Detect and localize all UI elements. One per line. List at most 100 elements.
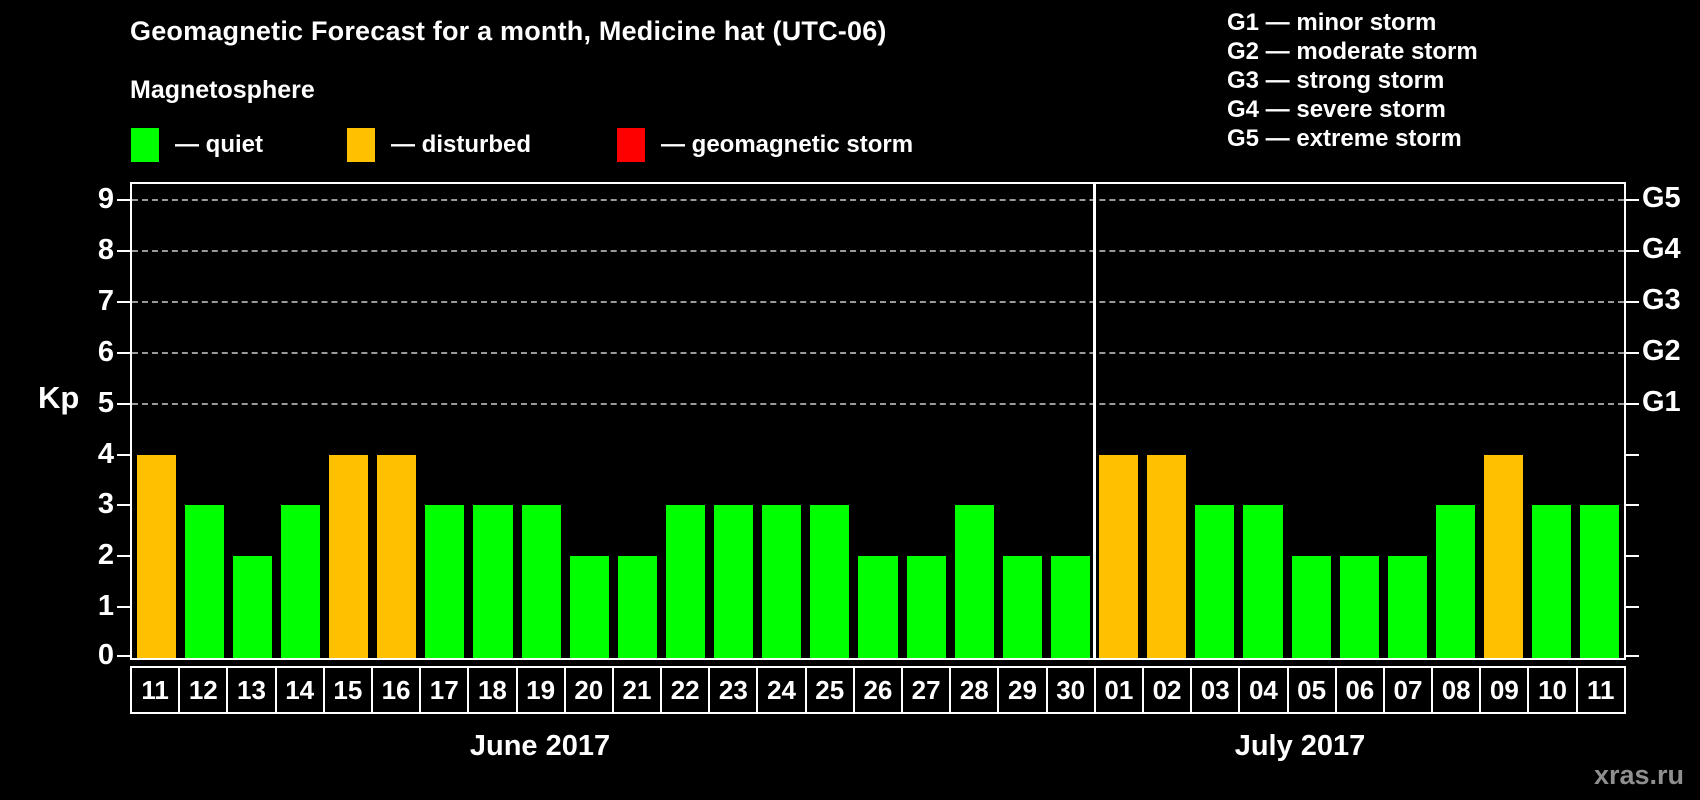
kp-bar-day-06 xyxy=(1339,556,1379,658)
gridline-kp9 xyxy=(132,199,1624,202)
storm-color-swatch xyxy=(617,128,645,162)
y-axis-label: 7 xyxy=(97,284,114,317)
legend-item-label: — geomagnetic storm xyxy=(661,131,914,158)
day-label: 23 xyxy=(710,666,759,714)
kp-bar-day-14 xyxy=(280,505,320,658)
y-axis-label: 0 xyxy=(97,639,114,671)
kp-bar-day-20 xyxy=(569,556,609,658)
y-axis-label: 2 xyxy=(97,539,114,572)
day-label: 11 xyxy=(1577,666,1626,714)
kp-bar-day-04 xyxy=(1243,505,1283,658)
day-label: 16 xyxy=(372,666,422,714)
kp-bar-day-01 xyxy=(1099,454,1139,658)
day-label: 10 xyxy=(1529,666,1578,714)
y-axis-tick-right xyxy=(1626,402,1639,405)
kp-bar-day-15 xyxy=(329,454,369,658)
g-scale-label-g1: G1 xyxy=(1642,385,1681,418)
magnetosphere-label: Magnetosphere xyxy=(130,76,315,104)
kp-bar-day-29 xyxy=(1002,556,1042,658)
day-label: 28 xyxy=(951,666,1000,714)
day-label: 29 xyxy=(999,666,1048,714)
gridline-kp7 xyxy=(132,300,1624,303)
storm-scale-legend-line: G2 — moderate storm xyxy=(1227,38,1478,65)
legend-item-label: — quiet xyxy=(175,131,263,158)
kp-bar-day-02 xyxy=(1147,454,1187,658)
y-axis-label: 1 xyxy=(97,590,114,623)
day-label: 06 xyxy=(1336,666,1385,714)
kp-bar-day-26 xyxy=(858,556,898,658)
legend-item-quiet: — quiet xyxy=(131,128,263,162)
kp-bar-day-09 xyxy=(1484,454,1524,658)
storm-scale-legend-line: G5 — extreme storm xyxy=(1227,125,1462,152)
day-label: 12 xyxy=(180,666,229,714)
day-label: 05 xyxy=(1288,666,1337,714)
y-axis-tick-left xyxy=(117,504,130,507)
disturbed-color-swatch xyxy=(347,128,375,162)
day-label: 01 xyxy=(1095,666,1144,714)
y-axis-tick-left xyxy=(117,606,130,609)
month-label-july: July 2017 xyxy=(1234,730,1366,762)
day-label: 02 xyxy=(1143,666,1193,714)
day-label: 27 xyxy=(903,666,952,714)
y-axis-tick-right xyxy=(1626,300,1639,303)
y-axis-tick-right xyxy=(1626,453,1639,456)
month-separator-line xyxy=(1093,184,1097,658)
day-label: 09 xyxy=(1481,666,1530,714)
y-axis-tick-right xyxy=(1626,555,1639,558)
y-axis-tick-left xyxy=(117,402,130,405)
kp-bar-day-11 xyxy=(136,454,176,658)
y-axis-label: 4 xyxy=(97,437,114,470)
y-axis-label: 9 xyxy=(97,183,114,216)
kp-bar-day-12 xyxy=(184,505,224,658)
storm-scale-legend: G1 — minor storm G2 — moderate storm G3 — … xyxy=(1227,8,1478,153)
kp-bar-day-07 xyxy=(1387,556,1427,658)
g-scale-label-g4: G4 xyxy=(1642,233,1681,266)
day-label: 04 xyxy=(1240,666,1289,714)
y-axis-tick-right xyxy=(1626,250,1639,253)
kp-bar-day-24 xyxy=(762,505,802,658)
storm-scale-legend-line: G1 — minor storm xyxy=(1227,9,1437,36)
y-axis-label: 6 xyxy=(97,335,114,368)
day-label: 17 xyxy=(421,666,470,714)
kp-bar-day-27 xyxy=(906,556,946,658)
month-label-june: June 2017 xyxy=(469,730,611,762)
y-axis-label: 3 xyxy=(97,488,114,521)
kp-bar-day-17 xyxy=(425,505,465,658)
storm-scale-legend-line: G3 — strong storm xyxy=(1227,67,1445,94)
y-axis-tick-left xyxy=(117,351,130,354)
day-label: 03 xyxy=(1192,666,1241,714)
legend-item-storm: — geomagnetic storm xyxy=(617,128,913,162)
day-label: 22 xyxy=(662,666,711,714)
kp-bar-day-16 xyxy=(377,454,417,658)
day-label: 11 xyxy=(130,666,181,714)
y-axis-tick-right xyxy=(1626,351,1639,354)
legend-item-disturbed: — disturbed xyxy=(347,128,531,162)
kp-bar-day-19 xyxy=(521,505,561,658)
y-axis-tick-left xyxy=(117,555,130,558)
kp-bar-day-13 xyxy=(232,556,272,658)
y-axis-label: 5 xyxy=(97,386,114,419)
g-scale-label-g5: G5 xyxy=(1642,182,1681,215)
kp-bar-day-30 xyxy=(1050,556,1091,658)
quiet-color-swatch xyxy=(131,128,159,162)
day-label: 20 xyxy=(565,666,614,714)
gridline-kp8 xyxy=(132,250,1624,253)
watermark: xras.ru xyxy=(1593,760,1684,790)
kp-bar-day-21 xyxy=(617,556,657,658)
x-axis-day-labels: 11 12 13 14 15 16 17 18 19 20 21 22 23 24 25 26 27 28 29 30… xyxy=(130,666,1626,714)
y-axis-tick-right xyxy=(1626,606,1639,609)
kp-bar-day-08 xyxy=(1435,505,1476,658)
plot-area: 0 1 2 3 4 5 6 7 8 9 G1 G2 G3 G4 G5 xyxy=(98,182,1681,671)
day-label: 08 xyxy=(1433,666,1482,714)
g-scale-label-g3: G3 xyxy=(1642,283,1681,316)
y-axis-tick-left xyxy=(117,300,130,303)
gridline-kp6 xyxy=(132,351,1624,354)
kp-bar-day-25 xyxy=(810,505,850,658)
day-label: 19 xyxy=(517,666,566,714)
y-axis-title: Kp xyxy=(38,380,80,415)
y-axis-tick-right xyxy=(1626,199,1639,202)
day-label: 13 xyxy=(228,666,277,714)
chart-title: Geomagnetic Forecast for a month, Medici… xyxy=(130,16,887,46)
day-label: 30 xyxy=(1047,666,1096,714)
